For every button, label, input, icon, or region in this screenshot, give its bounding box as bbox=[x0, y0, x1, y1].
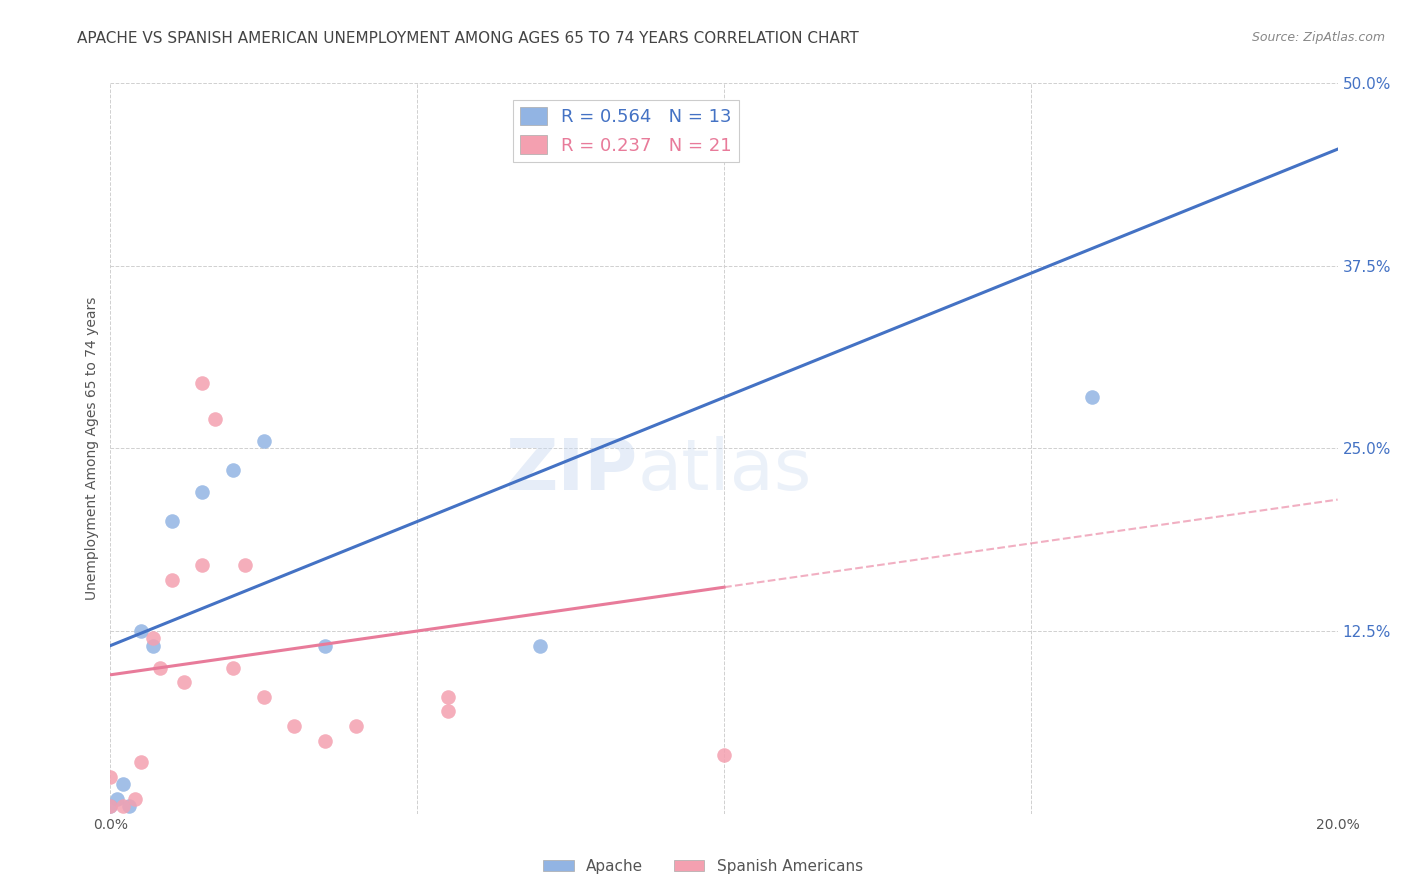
Text: ZIP: ZIP bbox=[506, 436, 638, 505]
Point bbox=[253, 690, 276, 704]
Legend: R = 0.564   N = 13, R = 0.237   N = 21: R = 0.564 N = 13, R = 0.237 N = 21 bbox=[513, 100, 740, 162]
Point bbox=[100, 770, 122, 784]
Point bbox=[204, 412, 226, 426]
Text: APACHE VS SPANISH AMERICAN UNEMPLOYMENT AMONG AGES 65 TO 74 YEARS CORRELATION CH: APACHE VS SPANISH AMERICAN UNEMPLOYMENT … bbox=[77, 31, 859, 46]
Point bbox=[129, 624, 152, 638]
Point bbox=[713, 748, 735, 763]
Point bbox=[253, 434, 276, 449]
Point bbox=[105, 792, 128, 806]
Point bbox=[1081, 390, 1104, 404]
Point bbox=[118, 799, 141, 814]
Point bbox=[191, 376, 214, 390]
Point bbox=[314, 639, 336, 653]
Point bbox=[124, 792, 146, 806]
Legend: Apache, Spanish Americans: Apache, Spanish Americans bbox=[537, 853, 869, 880]
Point bbox=[111, 777, 134, 791]
Point bbox=[222, 463, 245, 477]
Y-axis label: Unemployment Among Ages 65 to 74 years: Unemployment Among Ages 65 to 74 years bbox=[86, 297, 100, 600]
Point bbox=[129, 756, 152, 770]
Point bbox=[142, 639, 165, 653]
Point bbox=[100, 799, 122, 814]
Point bbox=[344, 719, 367, 733]
Point bbox=[160, 573, 183, 587]
Point bbox=[191, 558, 214, 573]
Point bbox=[111, 799, 134, 814]
Point bbox=[314, 733, 336, 747]
Point bbox=[142, 632, 165, 646]
Text: Source: ZipAtlas.com: Source: ZipAtlas.com bbox=[1251, 31, 1385, 45]
Point bbox=[160, 515, 183, 529]
Point bbox=[222, 660, 245, 674]
Point bbox=[148, 660, 170, 674]
Point bbox=[191, 485, 214, 500]
Point bbox=[235, 558, 257, 573]
Point bbox=[100, 799, 122, 814]
Text: atlas: atlas bbox=[638, 436, 813, 505]
Point bbox=[437, 704, 460, 718]
Point bbox=[437, 690, 460, 704]
Point bbox=[173, 675, 195, 690]
Point bbox=[283, 719, 305, 733]
Point bbox=[529, 639, 551, 653]
